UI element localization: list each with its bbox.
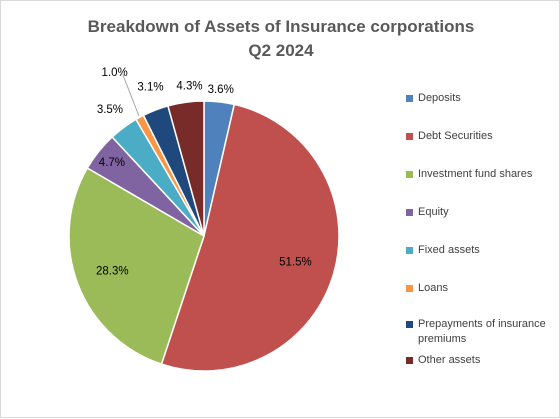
data-label-prepayments-of-insurance-premiums: 3.1% (137, 82, 163, 94)
legend-label: Other assets (418, 354, 481, 366)
legend-label: Loans (418, 282, 448, 294)
data-label-equity: 4.7% (99, 157, 125, 169)
legend-swatch (406, 321, 413, 328)
legend-swatch (406, 133, 413, 140)
legend-swatch (406, 247, 413, 254)
data-label-deposits: 3.6% (208, 84, 234, 96)
legend-swatch (406, 285, 413, 292)
leader-line-loans (122, 73, 140, 116)
legend-label: Debt Securities (418, 130, 493, 142)
legend-label: Fixed assets (418, 244, 480, 256)
pie-slice-other-assets (167, 100, 205, 237)
data-label-investment-fund-shares: 28.3% (96, 266, 129, 278)
pie-slice-debt-securities (160, 103, 340, 372)
legend-label: Deposits (418, 92, 461, 104)
legend-label: Prepayments of insurance premiums (418, 318, 546, 345)
data-label-fixed-assets: 3.5% (97, 104, 123, 116)
chart-title-line: Breakdown of Assets of Insurance corpora… (87, 17, 475, 36)
legend-label: Investment fund shares (418, 168, 533, 180)
legend-swatch (406, 171, 413, 178)
chart-title: Breakdown of Assets of Insurance corpora… (1, 15, 560, 63)
chart-subtitle: Q2 2024 (248, 41, 314, 60)
data-label-other-assets: 4.3% (176, 80, 202, 92)
data-label-debt-securities: 51.5% (279, 257, 312, 269)
legend-swatch (406, 95, 413, 102)
legend-swatch (406, 357, 413, 364)
legend-label: Equity (418, 206, 449, 218)
legend-swatch (406, 209, 413, 216)
data-label-loans: 1.0% (102, 67, 128, 79)
